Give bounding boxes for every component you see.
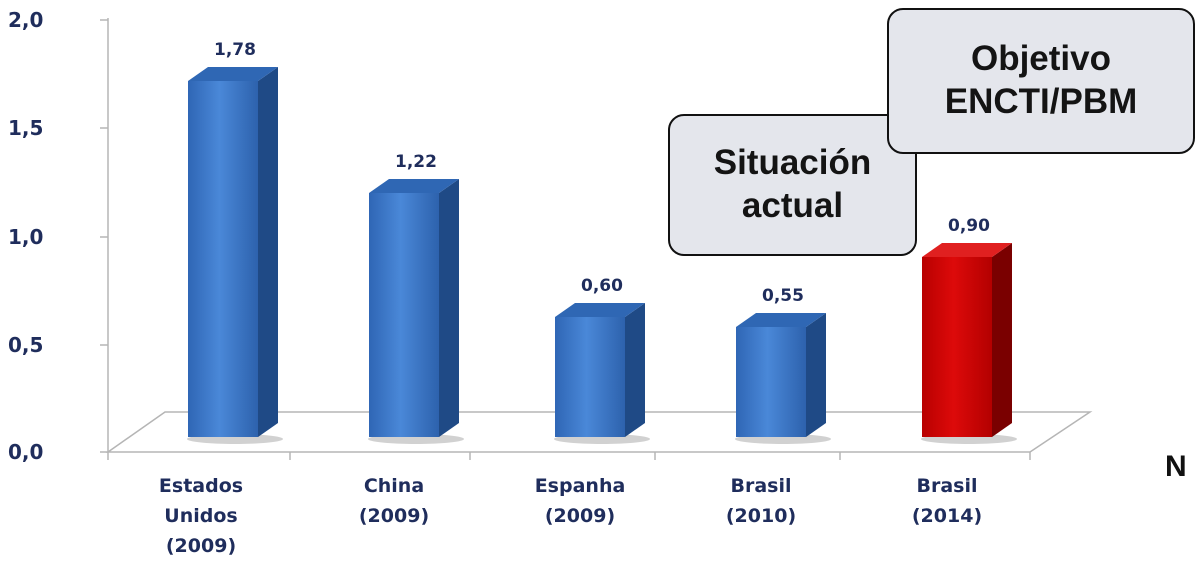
bar-front [736, 327, 806, 437]
category-label: (2010) [726, 505, 796, 527]
bar-side [992, 243, 1012, 437]
callout-current-line-1: Situación [713, 143, 872, 183]
bar-top [555, 303, 645, 317]
bar-top [736, 313, 826, 327]
data-label: 0,90 [948, 216, 990, 236]
y-axis-ticks: 0,0 0,5 1,0 1,5 2,0 [8, 8, 1031, 464]
category-label: China [364, 475, 424, 497]
data-label: 0,60 [581, 276, 623, 296]
category-labels: Estados Unidos (2009) China (2009) Espanha (20… [159, 475, 982, 557]
callout-current-situation: Situación actual [668, 114, 917, 256]
data-label: 0,55 [762, 286, 804, 306]
y-tick-label: 1,5 [8, 116, 43, 140]
category-label: Espanha [535, 475, 626, 497]
category-label: (2009) [545, 505, 615, 527]
bar-side [258, 67, 278, 437]
data-label: 1,22 [395, 152, 437, 172]
bar [735, 313, 831, 444]
callout-goal-line-2: ENCTI/PBM [944, 82, 1138, 121]
y-tick-label: 0,5 [8, 333, 43, 357]
data-label: 1,78 [214, 40, 256, 60]
category-label: (2009) [166, 535, 236, 557]
category-label: Unidos [164, 505, 237, 527]
y-tick-label: 2,0 [8, 8, 43, 32]
bar-side [625, 303, 645, 437]
bar [554, 303, 650, 444]
bar [368, 179, 464, 444]
category-label: Brasil [730, 475, 791, 497]
clipped-edge-text: N [1165, 450, 1187, 483]
bar [187, 67, 283, 444]
category-label: Brasil [916, 475, 977, 497]
bar-front [188, 81, 258, 437]
y-tick-label: 0,0 [8, 440, 43, 464]
category-label: Estados [159, 475, 243, 497]
bar-side [439, 179, 459, 437]
callout-goal-line-1: Objetivo [970, 39, 1112, 79]
bar-top [922, 243, 1012, 257]
bar-side [806, 313, 826, 437]
bar-front [922, 257, 992, 437]
y-tick-label: 1,0 [8, 225, 43, 249]
bar-front [369, 193, 439, 437]
category-label: (2014) [912, 505, 982, 527]
bar-top [369, 179, 459, 193]
callout-goal: Objetivo ENCTI/PBM [887, 8, 1195, 154]
callout-current-line-2: actual [741, 186, 844, 225]
bar [921, 243, 1017, 444]
bar-front [555, 317, 625, 437]
bar-top [188, 67, 278, 81]
category-label: (2009) [359, 505, 429, 527]
bars: 1,78 1,22 0,60 0,55 0,90 [187, 40, 1017, 444]
